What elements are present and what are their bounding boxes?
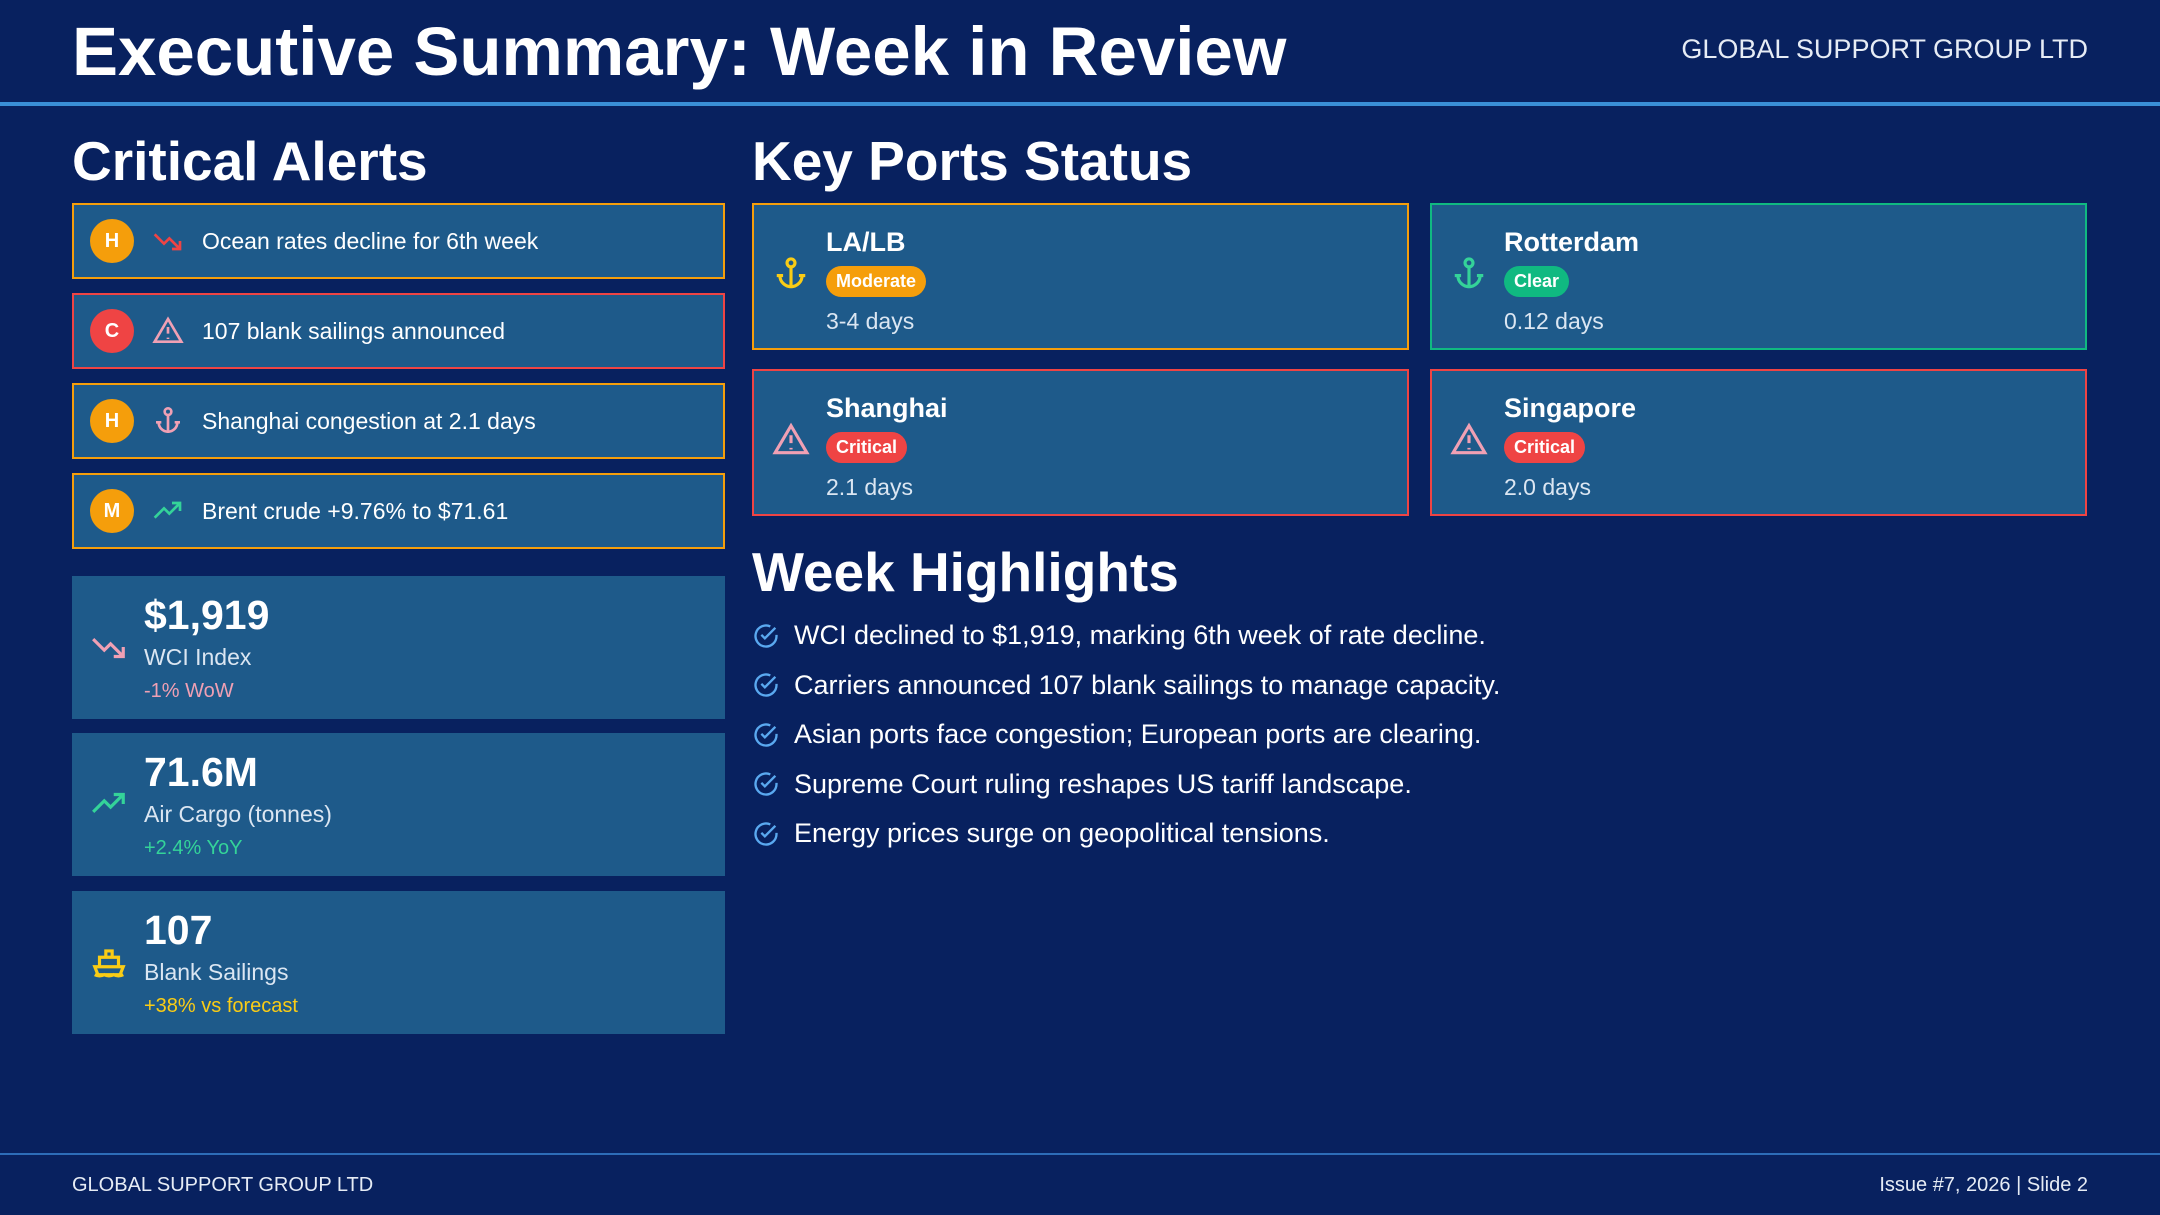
port-card: LA/LB Moderate 3-4 days — [752, 203, 1409, 350]
icon — [153, 501, 182, 519]
company: GLOBAL SUPPORT GROUP LTD — [1681, 34, 2088, 64]
alert: H Shanghai congestion at 2.1 days — [72, 383, 725, 459]
status-pill: Critical — [826, 432, 908, 463]
icon — [776, 257, 806, 289]
check-icon — [754, 623, 778, 648]
check-icon — [754, 673, 778, 697]
highlight-text: WCI declined to $1,919, marking 6th week… — [794, 620, 1486, 650]
icon — [92, 792, 125, 814]
port-card: Rotterdam Clear 0.12 days — [1430, 203, 2087, 350]
footer-right: Issue #7, 2026 | Slide 2 — [1879, 1174, 2088, 1196]
badge: H — [90, 219, 134, 263]
port-card: Shanghai Critical 2.1 days — [752, 369, 1409, 516]
metric-change: +2.4% YoY — [144, 837, 243, 859]
header-rule — [0, 102, 2160, 106]
status-pill: Moderate — [826, 266, 927, 297]
badge: C — [90, 309, 134, 353]
icon — [772, 422, 810, 455]
port-time: 0.12 days — [1504, 308, 1604, 334]
metric-card: 71.6M Air Cargo (tonnes) +2.4% YoY — [72, 733, 725, 876]
alert: H Ocean rates decline for 6th week — [72, 203, 725, 279]
section-title: Week Highlights — [752, 541, 1179, 603]
icon — [156, 407, 180, 433]
highlight-item: Energy prices surge on geopolitical tens… — [752, 818, 1330, 849]
highlight-item: Supreme Court ruling reshapes US tariff … — [752, 769, 1412, 800]
metric-change: +38% vs forecast — [144, 995, 298, 1017]
footer-rule — [0, 1153, 2160, 1155]
port-time: 3-4 days — [826, 308, 915, 334]
check-icon — [754, 722, 778, 747]
highlight-item: WCI declined to $1,919, marking 6th week… — [752, 620, 1486, 651]
check-icon — [754, 772, 778, 796]
metric-value: 71.6M — [144, 749, 258, 795]
metric-card: 107 Blank Sailings +38% vs forecast — [72, 891, 725, 1034]
highlight-text: Supreme Court ruling reshapes US tariff … — [794, 768, 1412, 799]
section-title: Key Ports Status — [752, 130, 1193, 192]
port-card: Singapore Critical 2.0 days — [1430, 369, 2087, 516]
metric-change: -1% WoW — [144, 680, 234, 702]
status-pill: Clear — [1504, 266, 1570, 297]
alert-text: Shanghai congestion at 2.1 days — [202, 407, 536, 434]
metric-value: 107 — [144, 907, 213, 953]
badge: M — [90, 489, 134, 533]
metric-label: Air Cargo (tonnes) — [144, 801, 332, 827]
port-time: 2.1 days — [826, 474, 913, 500]
icon — [153, 233, 182, 251]
icon — [1454, 257, 1484, 289]
status-pill: Critical — [1504, 432, 1586, 463]
metric-label: WCI Index — [144, 644, 252, 670]
title: Executive Summary: Week in Review — [72, 13, 1287, 90]
metric-card: $1,919 WCI Index -1% WoW — [72, 576, 725, 719]
icon — [1450, 422, 1488, 455]
metric-label: Blank Sailings — [144, 959, 289, 985]
badge: H — [90, 399, 134, 443]
icon — [152, 316, 184, 343]
port-name: Rotterdam — [1504, 227, 1640, 257]
highlight-text: Asian ports face congestion; European po… — [794, 719, 1482, 749]
highlight-item: Carriers announced 107 blank sailings to… — [752, 670, 1500, 701]
icon — [92, 949, 126, 978]
icon — [92, 637, 125, 659]
port-name: Singapore — [1504, 393, 1637, 423]
highlight-text: Carriers announced 107 blank sailings to… — [794, 669, 1501, 700]
highlight-text: Energy prices surge on geopolitical tens… — [794, 818, 1330, 848]
footer-left: GLOBAL SUPPORT GROUP LTD — [72, 1174, 374, 1196]
alert: M Brent crude +9.76% to $71.61 — [72, 473, 725, 549]
port-name: LA/LB — [826, 227, 906, 257]
highlight-item: Asian ports face congestion; European po… — [752, 719, 1481, 750]
check-icon — [754, 821, 778, 846]
port-name: Shanghai — [826, 393, 948, 423]
section-title: Critical Alerts — [72, 130, 428, 192]
alert: C 107 blank sailings announced — [72, 293, 725, 369]
alert-text: Ocean rates decline for 6th week — [202, 227, 539, 254]
alert-text: 107 blank sailings announced — [202, 317, 506, 344]
metric-value: $1,919 — [144, 592, 270, 638]
alert-text: Brent crude +9.76% to $71.61 — [202, 497, 509, 524]
port-time: 2.0 days — [1504, 474, 1591, 500]
